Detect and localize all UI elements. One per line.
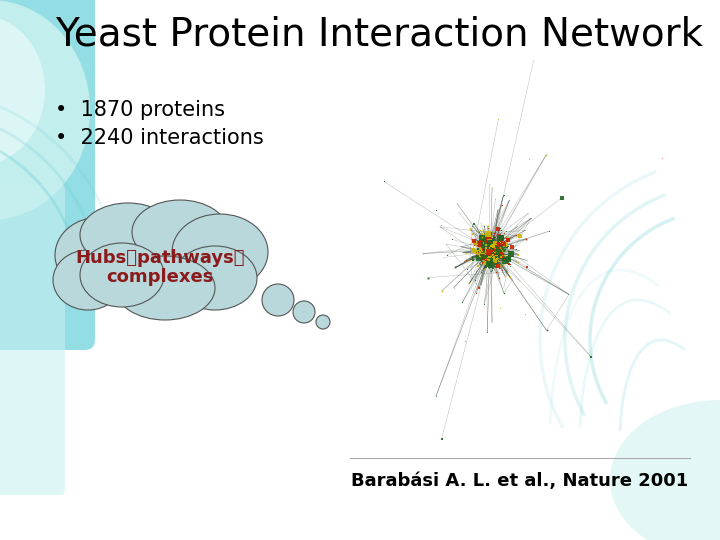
Ellipse shape (0, 0, 90, 220)
Ellipse shape (132, 200, 228, 264)
Circle shape (293, 301, 315, 323)
Circle shape (316, 315, 330, 329)
Ellipse shape (55, 217, 145, 293)
Ellipse shape (172, 214, 268, 290)
Circle shape (262, 284, 294, 316)
Ellipse shape (80, 203, 176, 267)
Text: complexes: complexes (107, 268, 214, 286)
Text: •  2240 interactions: • 2240 interactions (55, 128, 264, 148)
Ellipse shape (88, 214, 232, 310)
Text: Hubs、pathways、: Hubs、pathways、 (76, 249, 245, 267)
Ellipse shape (0, 15, 45, 165)
Text: •  1870 proteins: • 1870 proteins (55, 100, 225, 120)
Ellipse shape (53, 250, 123, 310)
Ellipse shape (115, 256, 215, 320)
FancyBboxPatch shape (0, 185, 65, 495)
FancyBboxPatch shape (0, 0, 95, 350)
Text: Barabási A. L. et al., Nature 2001: Barabási A. L. et al., Nature 2001 (351, 472, 688, 490)
Text: Yeast Protein Interaction Network: Yeast Protein Interaction Network (55, 15, 703, 53)
Ellipse shape (610, 400, 720, 540)
Ellipse shape (80, 243, 164, 307)
Ellipse shape (173, 246, 257, 310)
